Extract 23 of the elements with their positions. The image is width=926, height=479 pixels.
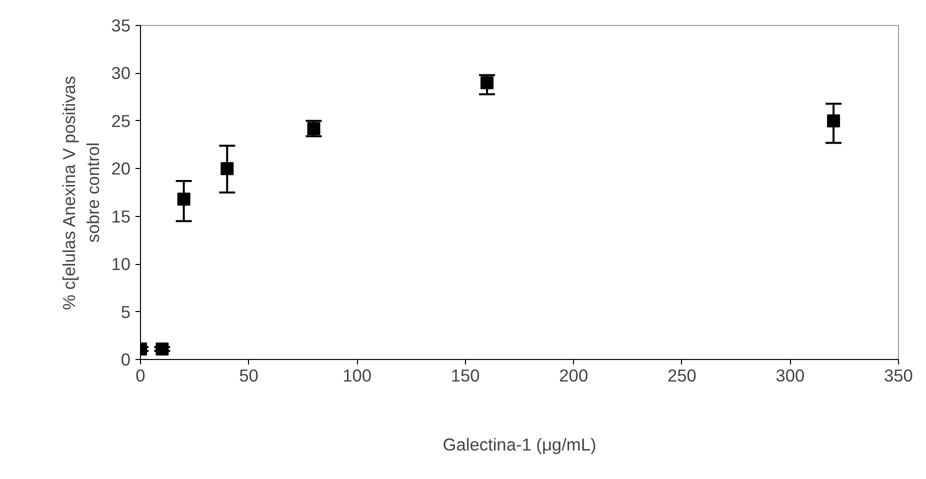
x-tick-label: 100 (342, 366, 372, 386)
point (827, 114, 840, 128)
x-tick-label: 350 (884, 366, 913, 386)
point (220, 162, 234, 176)
y-tick-label: 35 (111, 16, 131, 36)
x-tick-label: 200 (559, 366, 588, 386)
y-tick-label: 0 (120, 350, 131, 370)
x-axis-title: Galectina-1 (μg/mL) (442, 434, 596, 454)
y-tick-label: 15 (111, 206, 131, 226)
y-tick-label: 5 (120, 302, 131, 322)
y-axis-title: % c[elulas Anexina V positivas sobre control (59, 76, 104, 310)
y-tick-label: 30 (111, 63, 131, 84)
point (156, 342, 169, 356)
y-tick-label: 25 (111, 110, 131, 131)
x-tick-label: 300 (776, 366, 805, 386)
x-tick-label: 150 (450, 366, 480, 386)
y-tick-label: 10 (111, 254, 131, 274)
x-tick-label: 0 (136, 366, 146, 386)
y-tick-label: 20 (111, 158, 131, 179)
point (480, 76, 494, 90)
point (177, 192, 190, 206)
x-tick-label: 50 (239, 366, 258, 386)
x-tick-label: 250 (667, 366, 696, 386)
